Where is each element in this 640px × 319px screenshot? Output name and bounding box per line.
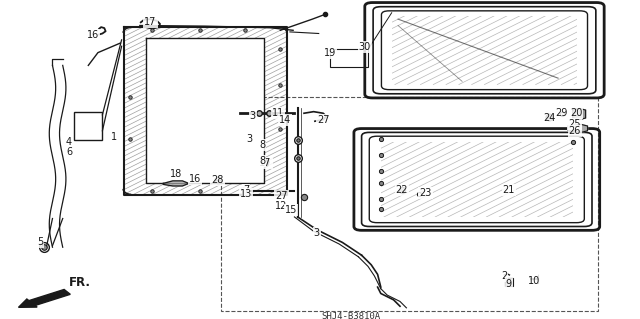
Text: 7: 7 [243, 185, 250, 195]
Text: 25: 25 [568, 119, 581, 130]
Text: 22: 22 [396, 185, 408, 195]
Text: 1: 1 [111, 132, 117, 142]
Text: FR.: FR. [69, 276, 91, 289]
Text: 23: 23 [419, 188, 432, 198]
Text: 3: 3 [314, 228, 320, 238]
Text: 20: 20 [570, 108, 582, 118]
Text: 28: 28 [211, 175, 224, 185]
Text: 4: 4 [66, 137, 72, 147]
Bar [146, 38, 264, 183]
Bar [330, 49, 368, 67]
Text: 13: 13 [240, 189, 253, 199]
Polygon shape [163, 181, 189, 186]
Text: 5: 5 [37, 237, 44, 248]
Text: 8: 8 [259, 140, 266, 150]
Text: 16: 16 [86, 30, 99, 40]
Text: 9: 9 [506, 279, 512, 289]
Text: 17: 17 [144, 17, 157, 27]
Text: 15: 15 [285, 205, 298, 215]
Text: 6: 6 [66, 146, 72, 157]
Bar [74, 112, 102, 140]
Text: 8: 8 [259, 156, 266, 166]
Text: 24: 24 [543, 113, 556, 123]
Text: 29: 29 [556, 108, 568, 118]
Text: 18: 18 [170, 169, 182, 179]
Text: 3: 3 [246, 134, 253, 144]
Text: 27: 27 [317, 115, 330, 125]
Text: 3: 3 [250, 111, 256, 122]
Text: 10: 10 [528, 276, 541, 286]
Text: 30: 30 [358, 42, 371, 52]
Text: 14: 14 [278, 115, 291, 125]
Text: 19: 19 [323, 48, 336, 58]
Text: 11: 11 [272, 108, 285, 118]
Bar [221, 97, 598, 311]
Text: 27: 27 [275, 191, 288, 201]
Text: 16: 16 [189, 174, 202, 184]
Text: 17: 17 [259, 158, 272, 168]
Text: 21: 21 [502, 185, 515, 195]
FancyArrow shape [19, 289, 70, 307]
Polygon shape [573, 108, 586, 120]
Text: 12: 12 [275, 201, 288, 211]
Text: SHJ4-B3810A: SHJ4-B3810A [321, 312, 380, 319]
Text: 26: 26 [568, 126, 581, 136]
Polygon shape [568, 124, 588, 132]
Text: 2: 2 [501, 271, 508, 281]
